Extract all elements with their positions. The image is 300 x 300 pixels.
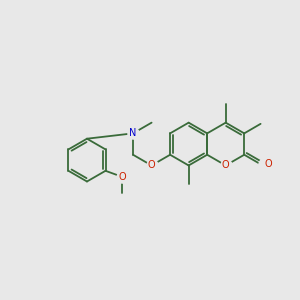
- Text: O: O: [148, 160, 155, 170]
- Text: O: O: [264, 159, 272, 169]
- Text: O: O: [118, 172, 126, 182]
- Text: N: N: [129, 128, 137, 138]
- Text: O: O: [222, 160, 230, 170]
